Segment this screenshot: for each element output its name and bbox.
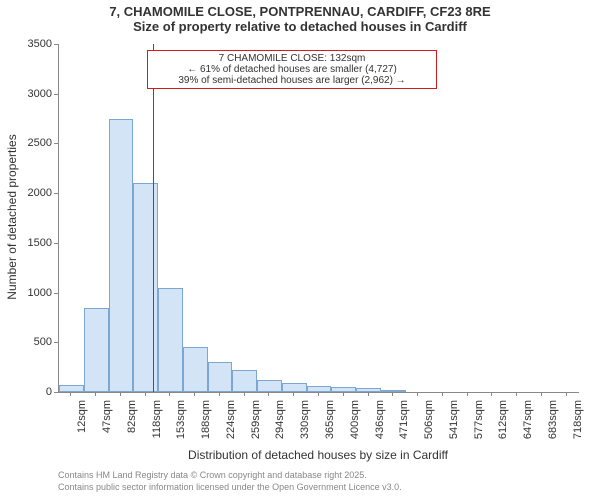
annotation-line3: 39% of semi-detached houses are larger (…	[154, 75, 430, 86]
xtick-label: 153sqm	[175, 400, 187, 450]
chart-title-line2: Size of property relative to detached ho…	[0, 19, 600, 34]
histogram-chart: 7, CHAMOMILE CLOSE, PONTPRENNAU, CARDIFF…	[0, 0, 600, 500]
histogram-bar	[183, 347, 208, 392]
xtick-label: 118sqm	[151, 400, 163, 450]
xtick-label: 365sqm	[324, 400, 336, 450]
annotation-box: 7 CHAMOMILE CLOSE: 132sqm ← 61% of detac…	[147, 50, 437, 89]
xtick-label: 718sqm	[572, 400, 584, 450]
ytick-label: 2000	[0, 187, 52, 199]
reference-line	[153, 44, 154, 392]
x-axis-label: Distribution of detached houses by size …	[58, 448, 578, 462]
xtick-label: 224sqm	[225, 400, 237, 450]
annotation-line1: 7 CHAMOMILE CLOSE: 132sqm	[154, 53, 430, 64]
xtick-label: 541sqm	[448, 400, 460, 450]
xtick-label: 47sqm	[101, 400, 113, 450]
footer-line1: Contains HM Land Registry data © Crown c…	[58, 470, 367, 480]
histogram-bar	[208, 362, 233, 392]
histogram-bar	[133, 183, 158, 392]
annotation-line2: ← 61% of detached houses are smaller (4,…	[154, 64, 430, 75]
xtick-label: 12sqm	[76, 400, 88, 450]
histogram-bar	[282, 383, 307, 392]
histogram-bar	[109, 119, 134, 392]
xtick-label: 82sqm	[126, 400, 138, 450]
xtick-label: 577sqm	[473, 400, 485, 450]
footer-line2: Contains public sector information licen…	[58, 482, 402, 492]
chart-title-line1: 7, CHAMOMILE CLOSE, PONTPRENNAU, CARDIFF…	[0, 0, 600, 19]
xtick-label: 294sqm	[274, 400, 286, 450]
histogram-bar	[232, 370, 257, 392]
xtick-label: 683sqm	[547, 400, 559, 450]
histogram-bar	[158, 288, 183, 392]
ytick-label: 1000	[0, 287, 52, 299]
ytick-label: 1500	[0, 237, 52, 249]
histogram-bar	[59, 385, 84, 392]
xtick-label: 188sqm	[200, 400, 212, 450]
ytick-label: 3000	[0, 88, 52, 100]
histogram-bar	[331, 387, 356, 392]
plot-area: 7 CHAMOMILE CLOSE: 132sqm ← 61% of detac…	[58, 44, 579, 393]
xtick-label: 400sqm	[349, 400, 361, 450]
xtick-label: 647sqm	[522, 400, 534, 450]
ytick-label: 500	[0, 336, 52, 348]
histogram-bar	[84, 308, 109, 393]
ytick-label: 2500	[0, 137, 52, 149]
ytick-label: 3500	[0, 38, 52, 50]
histogram-bar	[257, 380, 282, 392]
ytick-label: 0	[0, 386, 52, 398]
histogram-bar	[356, 388, 381, 392]
xtick-label: 612sqm	[497, 400, 509, 450]
xtick-label: 436sqm	[374, 400, 386, 450]
xtick-label: 506sqm	[423, 400, 435, 450]
xtick-label: 471sqm	[398, 400, 410, 450]
xtick-label: 259sqm	[250, 400, 262, 450]
xtick-label: 330sqm	[299, 400, 311, 450]
